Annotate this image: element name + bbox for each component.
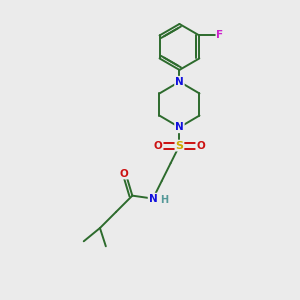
Text: N: N — [175, 77, 184, 87]
Text: F: F — [216, 31, 224, 40]
Text: N: N — [148, 194, 157, 204]
Text: H: H — [160, 195, 168, 205]
Text: O: O — [120, 169, 128, 178]
Text: N: N — [175, 122, 184, 132]
Text: O: O — [154, 141, 163, 151]
Text: O: O — [196, 141, 205, 151]
Text: S: S — [176, 141, 183, 151]
